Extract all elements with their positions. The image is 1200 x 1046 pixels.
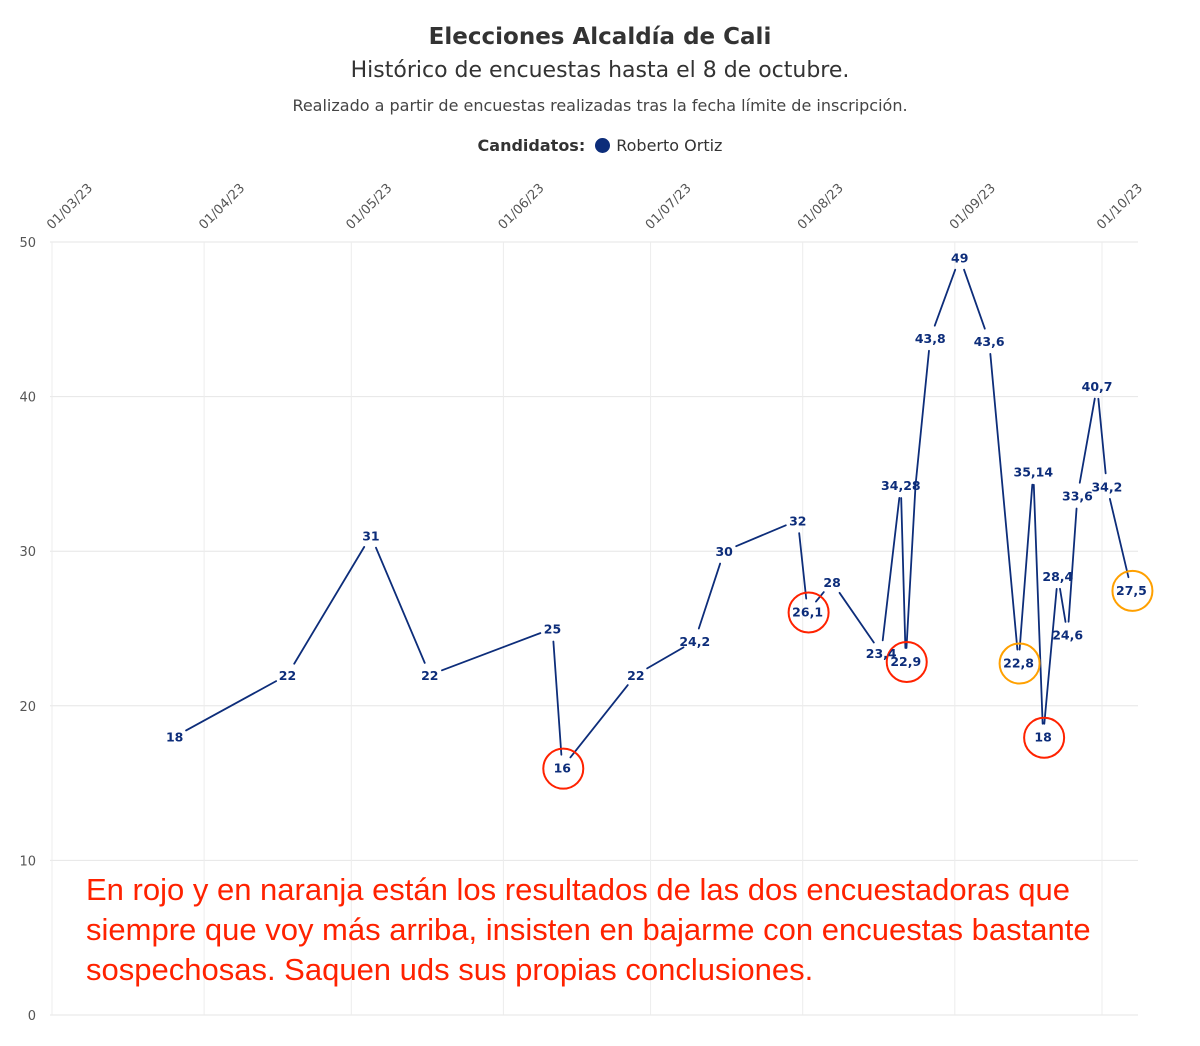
- series-line-segment: [1067, 507, 1078, 623]
- series-line-segment: [552, 640, 563, 756]
- series-line-segment: [1032, 483, 1044, 725]
- data-label: 33,6: [1062, 489, 1093, 504]
- data-label: 24,6: [1052, 628, 1083, 643]
- data-label: 43,6: [974, 334, 1005, 349]
- data-label: 31: [362, 529, 379, 544]
- y-tick-label: 30: [19, 545, 36, 560]
- data-label: 18: [166, 730, 183, 745]
- highlight-layer: [542, 569, 1154, 790]
- series-line-segment: [914, 349, 930, 486]
- data-label: 22: [627, 668, 644, 683]
- series-line-segment: [1078, 397, 1096, 484]
- legend: Candidatos: Roberto Ortiz: [0, 136, 1200, 155]
- data-label: 25: [544, 622, 561, 637]
- data-label: 23,4: [866, 646, 897, 661]
- data-label: 34,2: [1091, 479, 1122, 494]
- x-tick-label: 01/04/23: [196, 181, 248, 233]
- series-line-segment: [1097, 397, 1107, 475]
- data-label: 22,8: [1003, 656, 1034, 671]
- data-label: 28: [823, 575, 840, 590]
- series-line-segment: [697, 562, 722, 630]
- legend-label: Candidatos:: [477, 136, 586, 155]
- y-tick-label: 20: [19, 700, 36, 715]
- series-line-segment: [838, 591, 875, 644]
- highlight-circle: [1023, 716, 1066, 759]
- annotation-text: En rojo y en naranja están los resultado…: [86, 872, 1091, 987]
- data-label: 26,1: [792, 604, 823, 619]
- data-label: 43,8: [915, 331, 946, 346]
- data-label: 22: [279, 668, 296, 683]
- line-layer: [185, 268, 1130, 759]
- x-tick-label: 01/03/23: [44, 181, 96, 233]
- series-line-segment: [1018, 483, 1034, 651]
- data-label: 22,9: [890, 654, 921, 669]
- series-line-segment: [185, 680, 278, 732]
- highlight-circle: [998, 642, 1041, 685]
- data-label: 35,14: [1014, 465, 1054, 480]
- series-line-segment: [933, 268, 957, 327]
- series-line-segment: [798, 532, 808, 600]
- series-line-segment: [905, 484, 917, 649]
- data-label: 28,4: [1042, 569, 1073, 584]
- series-line-segment: [1043, 587, 1058, 725]
- series-line-segment: [1109, 498, 1130, 579]
- x-tick-label: 01/10/23: [1094, 181, 1146, 233]
- highlight-circle: [787, 591, 830, 634]
- y-tick-label: 40: [19, 391, 36, 406]
- series-line-segment: [1059, 587, 1067, 623]
- series-line-segment: [900, 497, 907, 649]
- chart-subtitle: Histórico de encuestas hasta el 8 de oct…: [350, 58, 850, 83]
- y-tick-label: 10: [19, 854, 36, 869]
- chart-note: Realizado a partir de encuestas realizad…: [292, 96, 908, 115]
- series-line-segment: [375, 546, 426, 664]
- y-tick-label: 50: [19, 236, 36, 251]
- legend-series-name: Roberto Ortiz: [616, 136, 723, 155]
- x-tick-label: 01/09/23: [947, 181, 999, 233]
- chart-title: Elecciones Alcaldía de Cali: [428, 24, 772, 50]
- data-label: 30: [715, 544, 733, 559]
- legend-dot-icon: [595, 138, 611, 153]
- data-label: 22: [421, 668, 438, 683]
- series-line-segment: [963, 268, 986, 330]
- data-label: 49: [951, 250, 968, 265]
- series-line-segment: [569, 684, 629, 759]
- data-label: 34,28: [881, 478, 921, 493]
- series-line-segment: [881, 497, 901, 642]
- data-label: 18: [1034, 730, 1051, 745]
- x-tick-label: 01/05/23: [344, 181, 396, 233]
- series-line-segment: [989, 352, 1019, 651]
- data-label: 16: [554, 761, 572, 776]
- data-label-layer: 18 22 31 22 25 16 22 24,2 30 32 26,128 23,4 34,28 22,…: [166, 250, 1147, 775]
- highlight-circle: [1111, 569, 1154, 612]
- data-label: 24,2: [679, 634, 710, 649]
- highlight-circle: [542, 747, 585, 790]
- x-tick-label: 01/07/23: [643, 181, 695, 233]
- y-tick-label: 0: [28, 1009, 36, 1024]
- series-line-segment: [735, 524, 787, 548]
- grid-layer: [50, 241, 1138, 1016]
- data-label: 27,5: [1116, 583, 1147, 598]
- highlight-circle: [885, 640, 928, 683]
- x-tick-label: 01/06/23: [496, 181, 548, 233]
- x-tick-label: 01/08/23: [795, 181, 847, 233]
- series-line-segment: [441, 632, 542, 672]
- series-line-segment: [646, 646, 685, 670]
- data-label: 40,7: [1082, 379, 1113, 394]
- series-line-segment: [293, 545, 366, 665]
- data-label: 32: [789, 513, 806, 528]
